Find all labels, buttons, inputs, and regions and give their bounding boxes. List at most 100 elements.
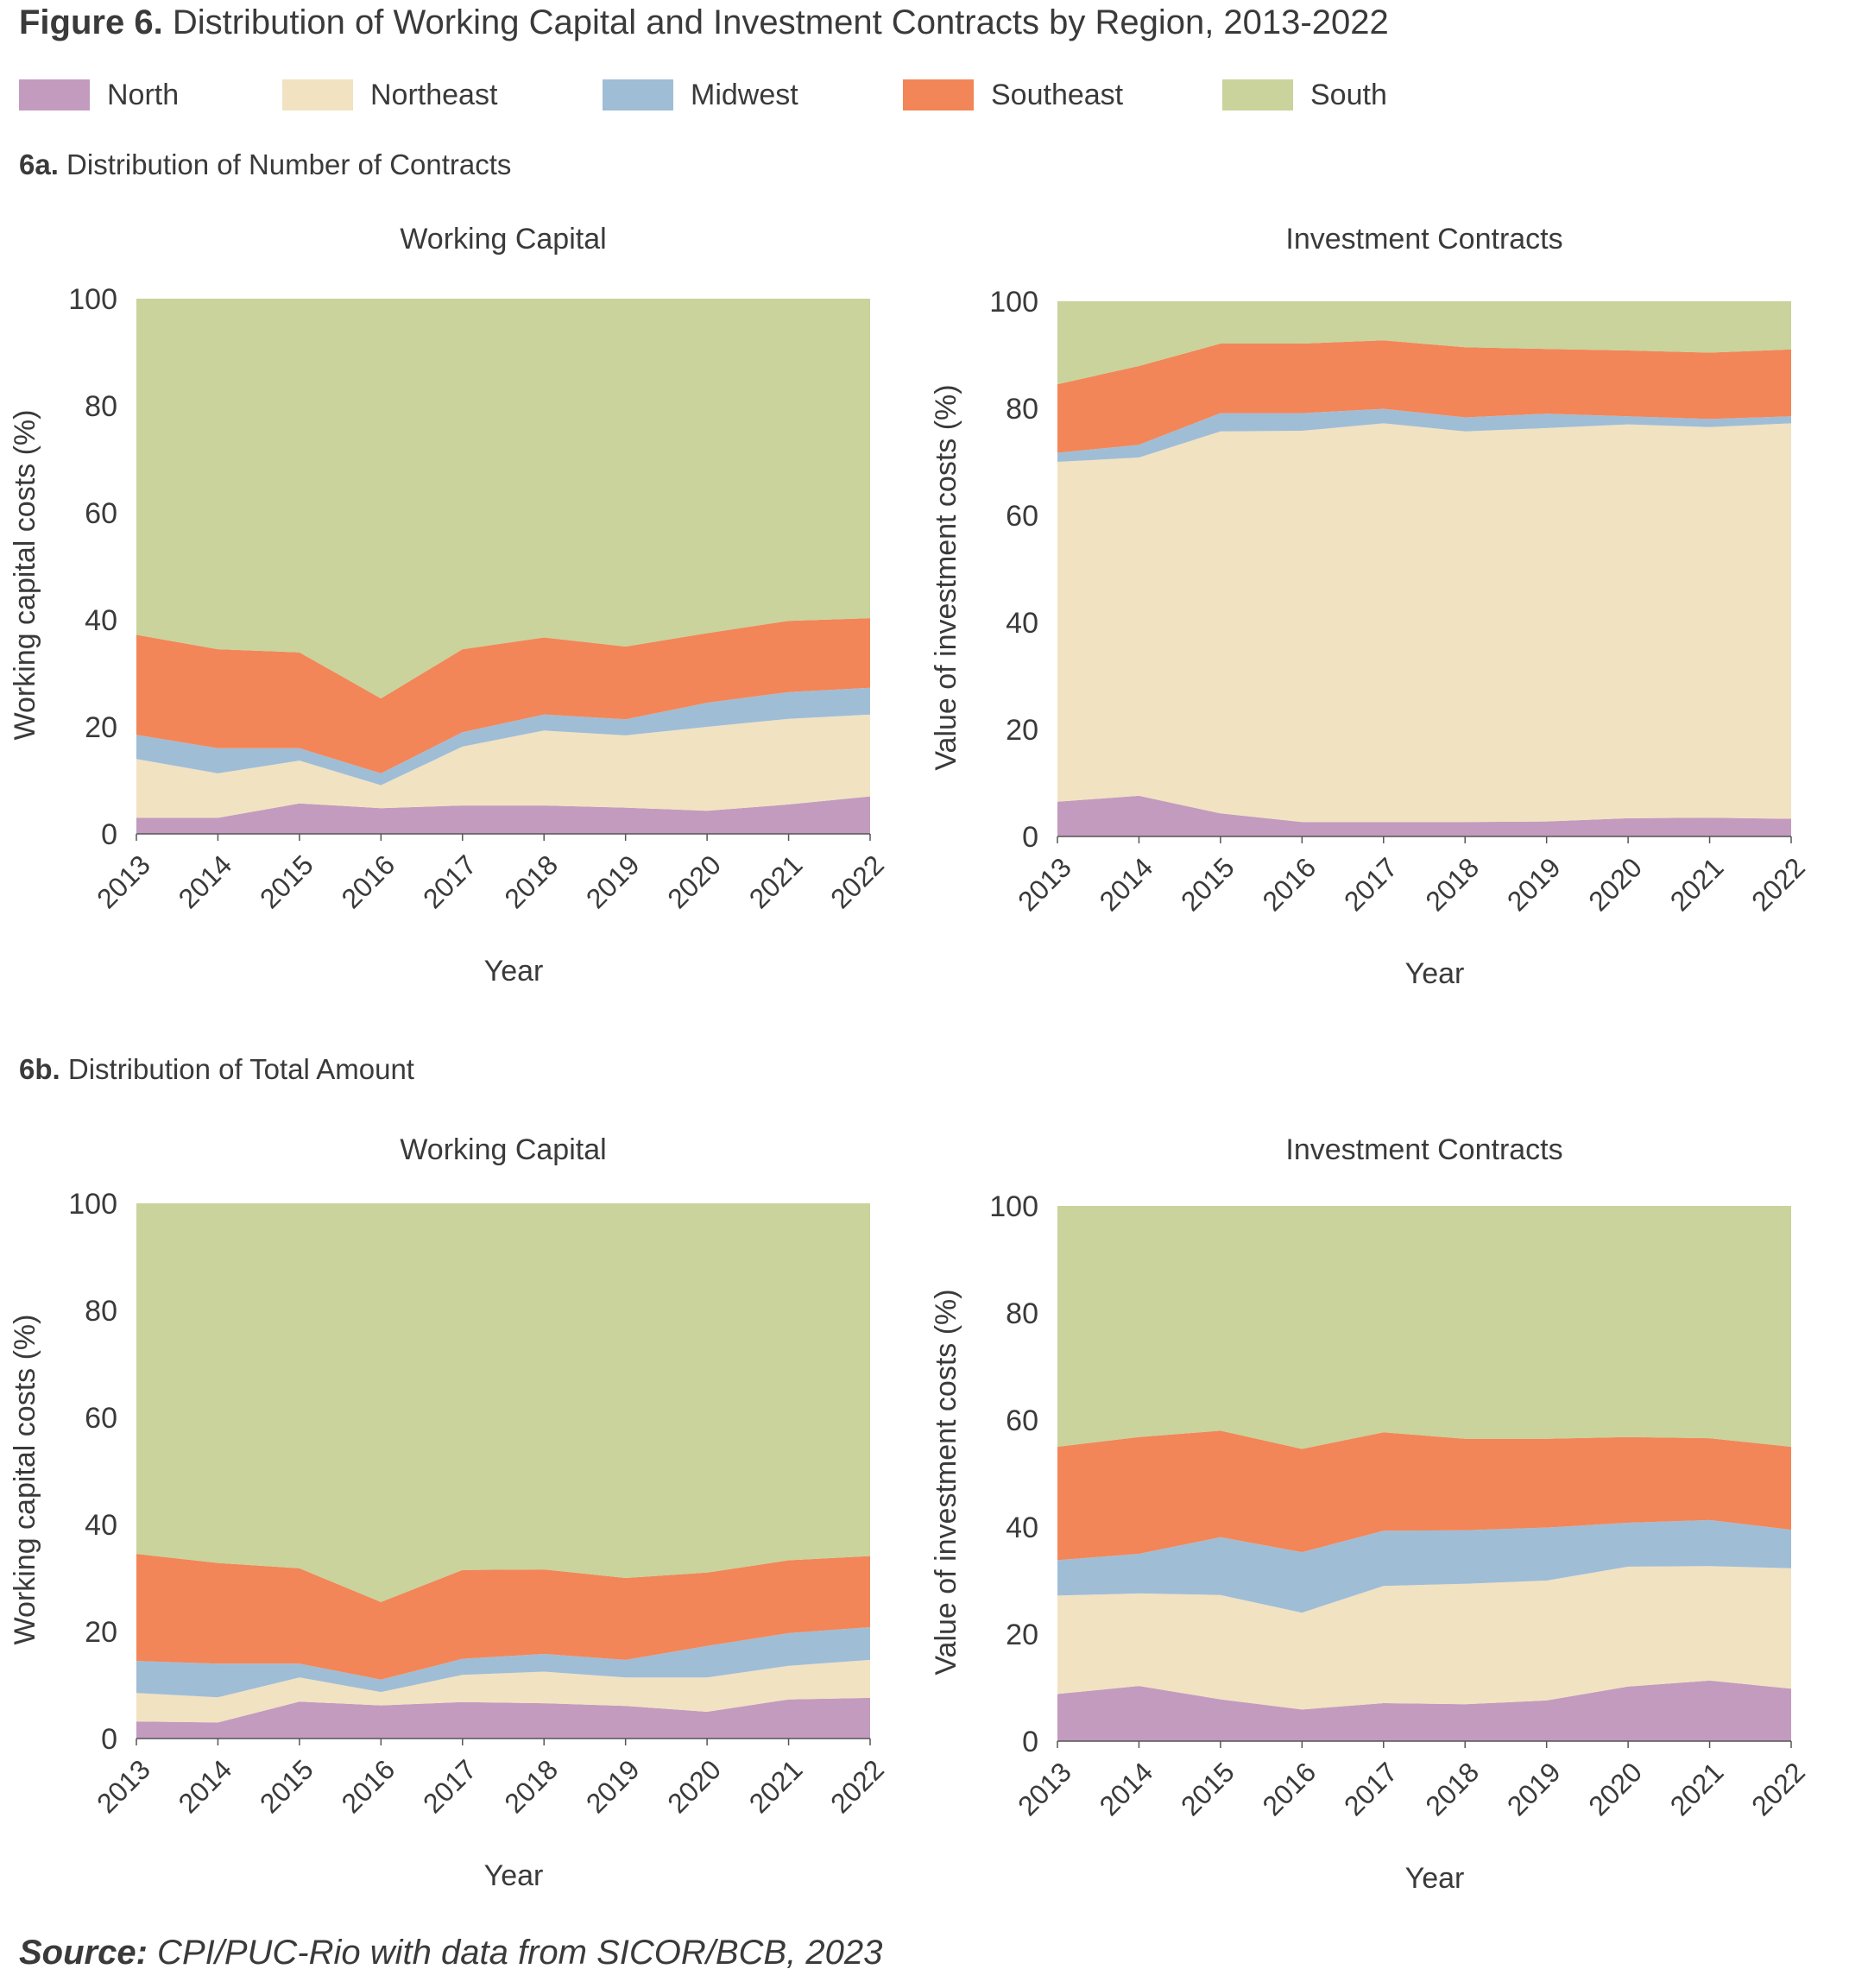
x-tick-label: 2015 xyxy=(254,849,319,914)
legend-item-northeast: Northeast xyxy=(282,76,497,114)
area-southeast xyxy=(136,1554,870,1680)
source-text: CPI/PUC-Rio with data from SICOR/BCB, 20… xyxy=(147,1934,883,1972)
y-tick-label: 20 xyxy=(1006,714,1038,747)
y-tick-label: 100 xyxy=(68,1188,117,1221)
figure-number: Figure 6. xyxy=(19,3,163,41)
chart-title: Working Capital xyxy=(400,223,607,256)
area-south xyxy=(1057,301,1791,385)
x-tick-label: 2019 xyxy=(1501,851,1567,917)
x-tick-label: 2017 xyxy=(1338,1756,1404,1821)
legend-label-north: North xyxy=(107,78,180,111)
x-tick-label: 2014 xyxy=(173,1753,238,1819)
legend-swatch-midwest xyxy=(603,79,673,110)
area-northeast xyxy=(1057,1566,1791,1710)
section-number-6a: 6a. xyxy=(19,148,59,180)
chart-panel-6a-investment: Investment Contracts 0 20 40 60 80 100 2013 2014… xyxy=(921,223,1826,1018)
chart-svg: 0 20 40 60 80 100 2013 2014 2015 2016 2017 2018 2019… xyxy=(9,283,890,988)
legend-item-south: South xyxy=(1222,76,1387,114)
section-text-6a: Distribution of Number of Contracts xyxy=(58,148,512,180)
area-northeast xyxy=(136,714,870,818)
chart-svg: 0 20 40 60 80 100 2013 2014 2015 2016 2017 2018 2019… xyxy=(930,286,1811,990)
y-tick-label: 0 xyxy=(1022,1726,1038,1758)
area-south xyxy=(136,1203,870,1602)
x-tick-label: 2021 xyxy=(743,849,809,914)
x-tick-label: 2016 xyxy=(335,849,401,914)
y-tick-label: 40 xyxy=(85,1509,117,1542)
chart-title: Investment Contracts xyxy=(1285,1133,1563,1166)
x-tick-label: 2020 xyxy=(1582,851,1648,917)
x-tick-label: 2018 xyxy=(1419,1756,1485,1821)
y-tick-label: 100 xyxy=(989,1190,1038,1223)
legend-item-north: North xyxy=(19,76,179,114)
x-tick-label: 2019 xyxy=(1501,1756,1567,1821)
y-tick-label: 40 xyxy=(1006,1512,1038,1544)
x-tick-label: 2015 xyxy=(1175,1756,1240,1821)
chart-panel-6a-working-capital: Working Capital 0 20 40 60 80 100 2013 2014 2015 2… xyxy=(0,223,905,1015)
y-tick-label: 40 xyxy=(1006,607,1038,640)
x-tick-label: 2022 xyxy=(824,849,890,914)
area-southeast xyxy=(1057,340,1791,453)
y-tick-label: 100 xyxy=(989,286,1038,319)
x-tick-label: 2017 xyxy=(417,849,483,914)
figure-title: Figure 6. Distribution of Working Capita… xyxy=(19,0,1389,45)
x-axis-label: Year xyxy=(484,955,544,988)
legend-label-south: South xyxy=(1310,78,1387,111)
area-midwest xyxy=(1057,1519,1791,1613)
legend-swatch-northeast xyxy=(282,79,353,110)
y-tick-label: 40 xyxy=(85,604,117,637)
chart-svg: 0 20 40 60 80 100 2013 2014 2015 2016 2017 2018 2019… xyxy=(930,1190,1811,1895)
y-tick-label: 20 xyxy=(85,711,117,744)
y-tick-label: 80 xyxy=(85,390,117,423)
area-north xyxy=(136,796,870,834)
y-axis-label: Working capital costs (%) xyxy=(9,1315,41,1645)
x-tick-label: 2022 xyxy=(824,1753,890,1819)
x-tick-label: 2014 xyxy=(1094,1756,1159,1821)
y-tick-label: 100 xyxy=(68,283,117,316)
chart-svg: 0 20 40 60 80 100 2013 2014 2015 2016 2017 2018 2019… xyxy=(9,1188,890,1892)
y-tick-label: 60 xyxy=(85,1402,117,1435)
area-south xyxy=(136,299,870,699)
x-tick-label: 2018 xyxy=(498,1753,564,1819)
source-note: Source: CPI/PUC-Rio with data from SICOR… xyxy=(19,1934,882,1972)
x-tick-label: 2021 xyxy=(1664,851,1730,917)
y-axis-label: Value of investment costs (%) xyxy=(930,1289,962,1675)
x-tick-label: 2015 xyxy=(1175,851,1240,917)
x-tick-label: 2017 xyxy=(1338,851,1404,917)
y-axis-label: Working capital costs (%) xyxy=(9,410,41,741)
x-tick-label: 2013 xyxy=(91,1753,156,1819)
y-tick-label: 20 xyxy=(85,1616,117,1649)
legend-item-southeast: Southeast xyxy=(903,76,1123,114)
x-axis-label: Year xyxy=(484,1859,544,1892)
area-midwest xyxy=(136,687,870,786)
legend-label-midwest: Midwest xyxy=(691,78,798,111)
area-midwest xyxy=(136,1627,870,1698)
x-tick-label: 2014 xyxy=(1094,851,1159,917)
area-midwest xyxy=(1057,408,1791,462)
y-tick-label: 80 xyxy=(85,1295,117,1328)
legend-item-midwest: Midwest xyxy=(603,76,798,114)
chart-title: Working Capital xyxy=(400,1133,607,1166)
x-tick-label: 2015 xyxy=(254,1753,319,1819)
chart-panel-6b-investment: Investment Contracts 0 20 40 60 80 100 2013 2014… xyxy=(921,1133,1826,1922)
y-tick-label: 80 xyxy=(1006,1297,1038,1330)
x-tick-label: 2021 xyxy=(1664,1756,1730,1821)
x-tick-label: 2016 xyxy=(1256,851,1322,917)
x-tick-label: 2022 xyxy=(1745,1756,1811,1821)
area-south xyxy=(1057,1206,1791,1449)
chart-panel-6b-working-capital: Working Capital 0 20 40 60 80 100 2013 2014 2015 2… xyxy=(0,1133,905,1920)
area-southeast xyxy=(1057,1430,1791,1561)
x-tick-label: 2020 xyxy=(1582,1756,1648,1821)
y-tick-label: 60 xyxy=(1006,1404,1038,1437)
y-tick-label: 0 xyxy=(101,818,117,851)
area-north xyxy=(1057,1680,1791,1741)
x-tick-label: 2019 xyxy=(580,849,646,914)
x-tick-label: 2019 xyxy=(580,1753,646,1819)
y-tick-label: 60 xyxy=(1006,500,1038,533)
x-tick-label: 2013 xyxy=(1012,1756,1077,1821)
y-tick-label: 60 xyxy=(85,497,117,530)
x-axis-label: Year xyxy=(1405,1862,1465,1895)
area-southeast xyxy=(136,618,870,773)
y-tick-label: 20 xyxy=(1006,1619,1038,1651)
x-tick-label: 2017 xyxy=(417,1753,483,1819)
x-tick-label: 2020 xyxy=(661,849,727,914)
